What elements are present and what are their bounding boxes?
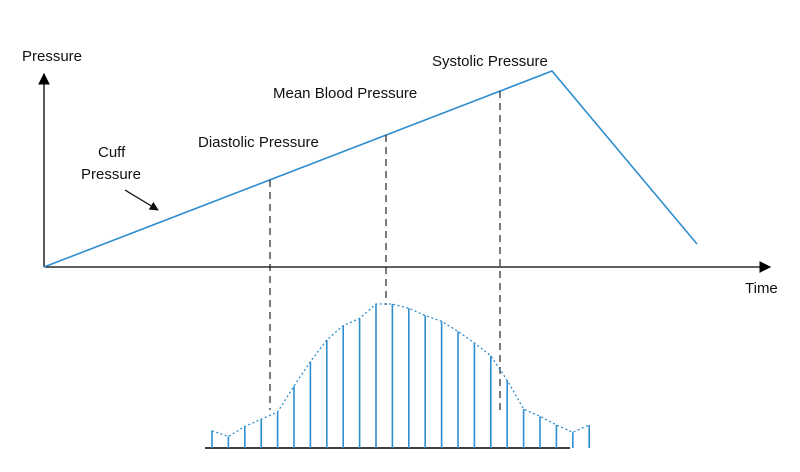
x-axis-label: Time bbox=[745, 280, 778, 297]
cuff-label-line2: Pressure bbox=[81, 166, 141, 183]
cuff-pressure-curve bbox=[43, 70, 698, 268]
mean-label: Mean Blood Pressure bbox=[273, 85, 417, 102]
oscillation-bars bbox=[211, 304, 591, 448]
diastolic-label: Diastolic Pressure bbox=[198, 134, 319, 151]
oscillation-envelope bbox=[211, 303, 590, 438]
y-axis-label: Pressure bbox=[22, 48, 82, 65]
systolic-label: Systolic Pressure bbox=[432, 53, 548, 70]
cuff-label-line1: Cuff bbox=[98, 144, 126, 161]
cuff-pointer-arrow bbox=[124, 189, 159, 211]
